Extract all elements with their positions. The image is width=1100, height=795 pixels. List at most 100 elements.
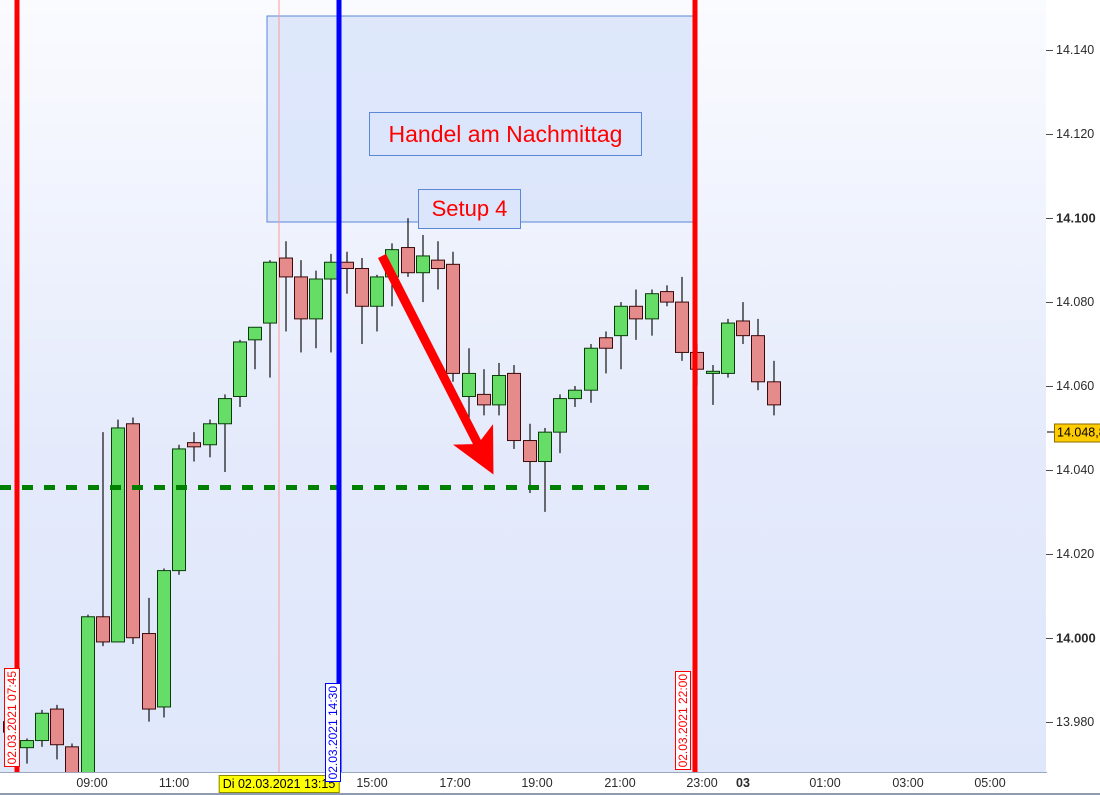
candle[interactable]: [35, 709, 49, 747]
price-tick: [1046, 218, 1053, 220]
candle[interactable]: [645, 289, 659, 336]
candle[interactable]: [568, 386, 582, 407]
candle[interactable]: [65, 743, 79, 772]
candle[interactable]: [157, 568, 171, 718]
candle[interactable]: [20, 738, 34, 764]
candle-body: [431, 259, 445, 270]
candle-body: [279, 257, 293, 278]
price-tick-label: 14.140: [1056, 43, 1095, 58]
candle[interactable]: [446, 251, 460, 382]
candle[interactable]: [584, 344, 598, 403]
candle-body: [553, 398, 567, 433]
candle[interactable]: [126, 417, 140, 645]
candle-body: [157, 570, 171, 708]
candle[interactable]: [81, 614, 95, 772]
candle[interactable]: [523, 423, 537, 493]
price-tick: [1046, 553, 1053, 555]
down-move-arrow[interactable]: [377, 253, 494, 475]
price-tick-label: 13.980: [1056, 714, 1095, 729]
vertical-line-label-text: 02.03.2021 14:30: [326, 686, 340, 780]
candle[interactable]: [401, 218, 415, 277]
time-tick-label: 05:00: [974, 776, 1006, 790]
last-price-tick: [1047, 431, 1054, 433]
candle[interactable]: [706, 365, 720, 405]
candle[interactable]: [187, 432, 201, 462]
candle-body: [35, 712, 49, 742]
candle[interactable]: [553, 394, 567, 454]
candle[interactable]: [721, 318, 735, 378]
candle[interactable]: [751, 318, 765, 391]
price-tick: [1046, 386, 1053, 387]
last-price-badge[interactable]: 14.048,8: [1047, 423, 1100, 443]
candle[interactable]: [50, 704, 64, 760]
candle[interactable]: [111, 419, 125, 643]
time-tick-label: 01:00: [809, 776, 841, 790]
candle[interactable]: [416, 234, 430, 303]
candle-body: [751, 335, 765, 383]
candle[interactable]: [767, 360, 781, 416]
candle[interactable]: [507, 365, 521, 449]
candle[interactable]: [629, 289, 643, 340]
candle[interactable]: [736, 302, 750, 345]
candle-body: [584, 347, 598, 391]
candle[interactable]: [172, 444, 186, 575]
vertical-line-label-text: 02.03.2021 07:45: [5, 671, 19, 765]
price-tick: [1046, 721, 1053, 723]
afternoon-start-label[interactable]: 02.03.2021 14:30: [325, 683, 341, 783]
candle[interactable]: [462, 348, 476, 420]
price-axis[interactable]: 14.140 14.120 14.100 14.080 14.060 14.040 14.0…: [1046, 0, 1100, 772]
candle[interactable]: [675, 276, 689, 361]
candle[interactable]: [233, 339, 247, 407]
candle[interactable]: [538, 427, 552, 512]
time-tick-label: 17:00: [439, 776, 471, 790]
price-tick: [1046, 469, 1053, 471]
candle-body: [50, 708, 64, 746]
candle[interactable]: [203, 419, 217, 458]
candle-body: [203, 423, 217, 446]
price-tick-label: 14.040: [1056, 462, 1095, 477]
candle[interactable]: [279, 241, 293, 332]
candle-body: [355, 268, 369, 307]
candle-body: [233, 341, 247, 397]
candle[interactable]: [324, 253, 338, 353]
candle[interactable]: [248, 326, 262, 370]
candle[interactable]: [263, 260, 277, 378]
time-tick-label: 15:00: [356, 776, 388, 790]
candle-body: [126, 423, 140, 639]
price-tick: [1046, 637, 1053, 639]
candle[interactable]: [431, 241, 445, 290]
candle-body: [523, 440, 537, 463]
candle[interactable]: [340, 251, 354, 294]
candle[interactable]: [294, 260, 308, 353]
candle[interactable]: [492, 362, 506, 416]
candle[interactable]: [614, 302, 628, 370]
session-close-label[interactable]: 02.03.2021 22:00: [675, 671, 691, 771]
candle-body: [309, 278, 323, 320]
candle[interactable]: [218, 394, 232, 473]
price-tick-label: 14.120: [1056, 127, 1095, 142]
setup-label[interactable]: Setup 4: [418, 189, 521, 229]
candle-body: [736, 320, 750, 337]
candle[interactable]: [96, 432, 110, 647]
candle-body: [111, 427, 125, 643]
candle[interactable]: [309, 270, 323, 349]
afternoon-label[interactable]: Handel am Nachmittag: [369, 112, 642, 156]
cursor-time-badge[interactable]: Di 02.03.2021 13:15: [218, 775, 340, 793]
axis-corner: [1046, 773, 1100, 795]
session-open-label[interactable]: 02.03.2021 07:45: [4, 668, 20, 768]
price-tick-label: 14.100: [1056, 210, 1096, 226]
candle[interactable]: [599, 331, 613, 374]
candle[interactable]: [370, 274, 384, 332]
time-tick-label: 03: [736, 776, 750, 790]
candle-body: [81, 616, 95, 772]
candle-body: [629, 305, 643, 320]
candle-body: [767, 381, 781, 406]
candle-body: [614, 305, 628, 337]
candle[interactable]: [660, 285, 674, 307]
candle[interactable]: [142, 597, 156, 722]
time-axis[interactable]: 09:00 11:00 15:00 17:00 19:00 21:00 23:00 03 01:…: [0, 773, 1046, 795]
candle[interactable]: [477, 369, 491, 416]
candle-body: [294, 276, 308, 320]
candle[interactable]: [355, 258, 369, 345]
